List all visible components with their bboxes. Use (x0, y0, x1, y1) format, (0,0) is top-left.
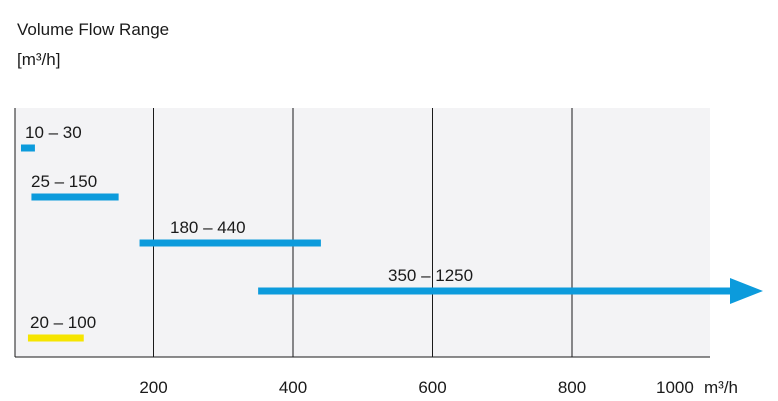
x-tick-labels: 200 400 600 800 1000 m³/h (139, 378, 738, 397)
range-label-0: 10 – 30 (25, 123, 82, 142)
x-tick-label-800: 800 (558, 378, 586, 397)
range-label-3: 350 – 1250 (388, 266, 473, 285)
chart-unit-label: [m³/h] (17, 50, 61, 69)
x-tick-label-600: 600 (418, 378, 446, 397)
x-tick-label-200: 200 (139, 378, 167, 397)
plot-background (15, 108, 710, 357)
chart-title: Volume Flow Range (17, 20, 170, 39)
x-tick-label-1000: 1000 (656, 378, 694, 397)
range-label-1: 25 – 150 (31, 172, 97, 191)
x-unit-label: m³/h (704, 378, 738, 397)
range-bars (20, 144, 763, 342)
grid-lines (153, 108, 573, 357)
range-labels: 10 – 30 25 – 150 180 – 440 350 – 1250 20 – 1… (25, 123, 473, 332)
range-label-4: 20 – 100 (30, 313, 96, 332)
range-label-2: 180 – 440 (170, 218, 246, 237)
x-tick-label-400: 400 (279, 378, 307, 397)
range-arrowhead-3 (730, 278, 763, 304)
